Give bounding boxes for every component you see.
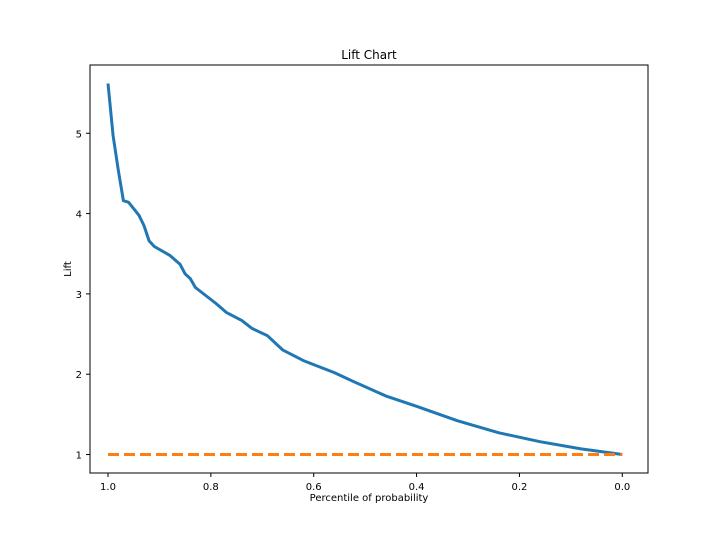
y-tick-label: 5	[76, 129, 82, 140]
x-tick-label: 0.4	[409, 482, 425, 493]
x-tick-label: 0.6	[306, 482, 322, 493]
chart-title: Lift Chart	[341, 48, 397, 62]
axes: 1.0 0.8 0.6 0.4 0.2 0.0 1 2 3 4 5	[76, 64, 649, 493]
y-tick-label: 3	[76, 290, 82, 301]
x-axis-label: Percentile of probability	[310, 493, 429, 504]
x-tick-label: 0.0	[614, 482, 630, 493]
lift-series-line	[106, 83, 623, 456]
y-axis-label: Lift	[63, 261, 74, 277]
plot-frame	[89, 64, 649, 474]
y-tick-label: 4	[76, 210, 82, 221]
plot-area	[106, 83, 623, 456]
y-tick-label: 1	[76, 451, 82, 462]
x-tick-label: 1.0	[100, 482, 116, 493]
x-tick-label: 0.8	[203, 482, 219, 493]
x-tick-label: 0.2	[511, 482, 527, 493]
y-tick-label: 2	[76, 370, 82, 381]
